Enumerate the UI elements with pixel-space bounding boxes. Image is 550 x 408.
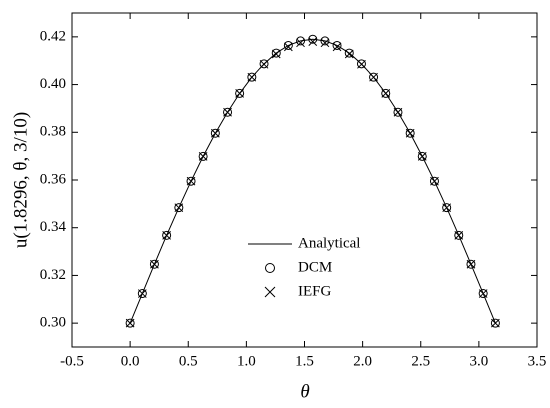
cross-marker — [247, 72, 257, 82]
circle-marker — [296, 36, 306, 46]
x-tick-label: 2.0 — [353, 353, 372, 369]
circle-marker — [442, 203, 452, 213]
circle-marker — [210, 128, 220, 138]
circle-marker — [247, 72, 257, 82]
circle-marker — [393, 107, 403, 117]
cross-marker — [235, 89, 244, 98]
x-tick-label: 1.5 — [295, 353, 314, 369]
cross-marker — [417, 152, 427, 161]
y-tick-label: 0.38 — [40, 124, 66, 140]
y-tick-label: 0.32 — [40, 267, 66, 283]
data-line — [129, 38, 496, 324]
circle-marker — [478, 289, 488, 299]
circle-marker — [454, 230, 464, 240]
x-tick-label: 3.5 — [528, 353, 547, 369]
y-tick-label: 0.40 — [40, 76, 66, 92]
cross-marker — [393, 107, 403, 117]
circle-marker — [283, 40, 293, 50]
circle-marker — [186, 176, 196, 186]
cross-marker — [454, 230, 464, 240]
circle-marker — [344, 48, 354, 58]
cross-marker — [186, 176, 196, 186]
x-tick-label: 3.0 — [470, 353, 489, 369]
y-tick-label: 0.42 — [40, 28, 66, 44]
cross-marker — [332, 42, 342, 52]
cross-marker — [259, 59, 269, 69]
cross-marker — [357, 59, 366, 69]
circle-marker — [162, 230, 172, 240]
cross-marker — [381, 89, 391, 98]
cross-marker — [137, 289, 147, 298]
circle-marker — [405, 128, 415, 138]
legend-cross — [264, 286, 276, 298]
circle-marker — [125, 318, 135, 328]
circle-marker — [320, 36, 330, 46]
circle-marker — [149, 259, 159, 269]
circle-marker — [490, 318, 500, 328]
circle-marker — [381, 88, 391, 98]
circle-marker — [198, 151, 208, 161]
cross-marker — [491, 318, 500, 328]
cross-marker — [478, 289, 488, 298]
cross-marker — [344, 49, 354, 59]
cross-marker — [466, 259, 476, 269]
cross-marker — [162, 230, 171, 240]
circle-marker — [417, 151, 427, 161]
x-tick-label: 1.0 — [237, 353, 256, 369]
cross-marker — [320, 38, 330, 48]
cross-marker — [283, 42, 293, 52]
x-tick-label: 0.0 — [121, 353, 140, 369]
y-axis-title: u(1.8296, θ, 3/10) — [10, 112, 31, 248]
y-tick-label: 0.36 — [40, 171, 67, 187]
cross-marker — [405, 128, 415, 138]
cross-marker — [150, 259, 159, 269]
circle-marker — [332, 40, 342, 50]
cross-marker — [369, 72, 378, 82]
cross-marker — [271, 49, 281, 59]
cross-marker — [308, 37, 318, 46]
circle-marker — [308, 34, 318, 44]
cross-marker — [442, 203, 452, 213]
cross-marker — [198, 152, 208, 161]
circle-marker — [137, 289, 147, 299]
x-tick-label: 2.5 — [411, 353, 430, 369]
legend-circle — [265, 263, 275, 273]
circle-marker — [466, 259, 476, 269]
circle-marker — [174, 203, 184, 213]
circle-marker — [356, 59, 366, 69]
cross-marker — [125, 318, 135, 328]
y-tick-label: 0.30 — [40, 315, 66, 331]
circle-marker — [369, 72, 379, 82]
cross-marker — [430, 176, 439, 186]
cross-marker — [174, 203, 184, 213]
cross-marker — [210, 128, 220, 138]
x-tick-label: -0.5 — [60, 353, 84, 369]
circle-marker — [429, 176, 439, 186]
y-tick-label: 0.34 — [40, 219, 67, 235]
circle-marker — [259, 59, 269, 69]
x-tick-label: 0.5 — [179, 353, 198, 369]
circle-marker — [235, 88, 245, 98]
x-axis-title: θ — [300, 381, 309, 402]
circle-marker — [271, 48, 281, 58]
cross-marker — [296, 38, 305, 48]
legend-label: Analytical — [298, 235, 360, 251]
cross-marker — [223, 107, 232, 117]
legend-label: IEFG — [298, 283, 332, 299]
circle-marker — [223, 107, 233, 117]
legend-label: DCM — [298, 259, 332, 275]
